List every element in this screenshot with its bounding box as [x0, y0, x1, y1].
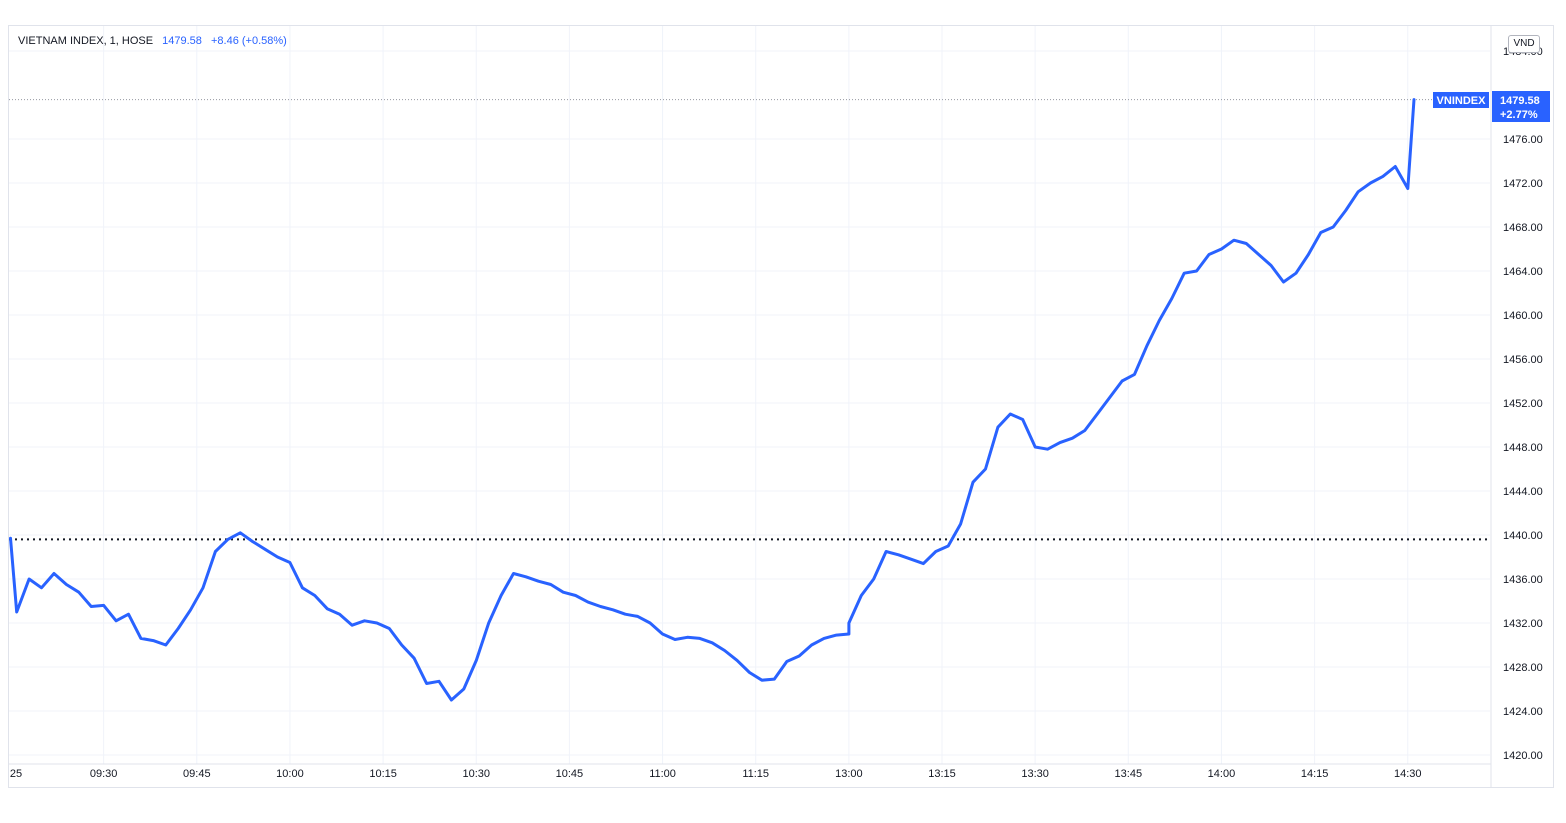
time-axis: 25 09:30 09:45 10:00 10:15 10:30 10:45 11:00 11:… [10, 768, 1422, 780]
price-tick-label: 1428.00 [1503, 662, 1543, 674]
symbol-tag-label: VNINDEX [1437, 95, 1487, 107]
time-tick-label: 14:00 [1208, 768, 1236, 780]
time-tick-label: 11:00 [649, 768, 676, 780]
price-tick-label: 1444.00 [1503, 486, 1543, 498]
price-tick-label: 1440.00 [1503, 530, 1543, 542]
currency-button[interactable]: VND [1508, 35, 1540, 53]
time-tick-label: 09:45 [183, 768, 211, 780]
price-tick-label: 1464.00 [1503, 266, 1543, 278]
time-tick-label: 10:45 [556, 768, 584, 780]
time-tick-label: 13:00 [835, 768, 863, 780]
price-tick-label: 1436.00 [1503, 574, 1543, 586]
last-price-percent: +2.77% [1500, 109, 1538, 121]
time-tick-label: 13:15 [928, 768, 956, 780]
chart-legend: VIETNAM INDEX, 1, HOSE 1479.58 +8.46 (+0… [18, 35, 287, 47]
symbol-tag: VNINDEX [1433, 92, 1489, 108]
chart-frame [8, 25, 1554, 788]
price-tick-label: 1460.00 [1503, 310, 1543, 322]
price-tick-label: 1456.00 [1503, 354, 1543, 366]
legend-last-value: 1479.58 [162, 35, 202, 47]
time-tick-label: 14:30 [1394, 768, 1422, 780]
price-tick-label: 1452.00 [1503, 398, 1543, 410]
time-tick-label: 14:15 [1301, 768, 1329, 780]
legend-change: +8.46 (+0.58%) [210, 35, 287, 47]
price-tick-label: 1420.00 [1503, 750, 1543, 762]
time-tick-label: 13:30 [1021, 768, 1049, 780]
price-tick-label: 1432.00 [1503, 618, 1543, 630]
last-price-tag: 1479.58 +2.77% [1492, 91, 1550, 122]
time-tick-label: 13:45 [1115, 768, 1143, 780]
time-tick-label: 10:15 [369, 768, 397, 780]
time-tick-label: 10:00 [276, 768, 304, 780]
time-tick-label: 11:15 [742, 768, 769, 780]
last-price-tag-bg [1492, 91, 1550, 122]
vnindex-line [9, 98, 1416, 702]
last-price-value: 1479.58 [1500, 95, 1540, 107]
time-tick-label: 09:30 [90, 768, 118, 780]
price-tick-label: 1476.00 [1503, 134, 1543, 146]
time-tick-label: 10:30 [462, 768, 490, 780]
grid-lines [9, 26, 1490, 764]
price-tick-label: 1448.00 [1503, 442, 1543, 454]
price-tick-label: 1424.00 [1503, 706, 1543, 718]
legend-symbol: VIETNAM INDEX, 1, HOSE [18, 35, 154, 47]
price-tick-label: 1468.00 [1503, 222, 1543, 234]
price-axis: 1420.00 1424.00 1428.00 1432.00 1436.00 1440.… [1503, 46, 1543, 762]
time-tick-label: 25 [10, 768, 22, 780]
symbol-tag-bg [1433, 92, 1489, 108]
price-tick-label: 1472.00 [1503, 178, 1543, 190]
